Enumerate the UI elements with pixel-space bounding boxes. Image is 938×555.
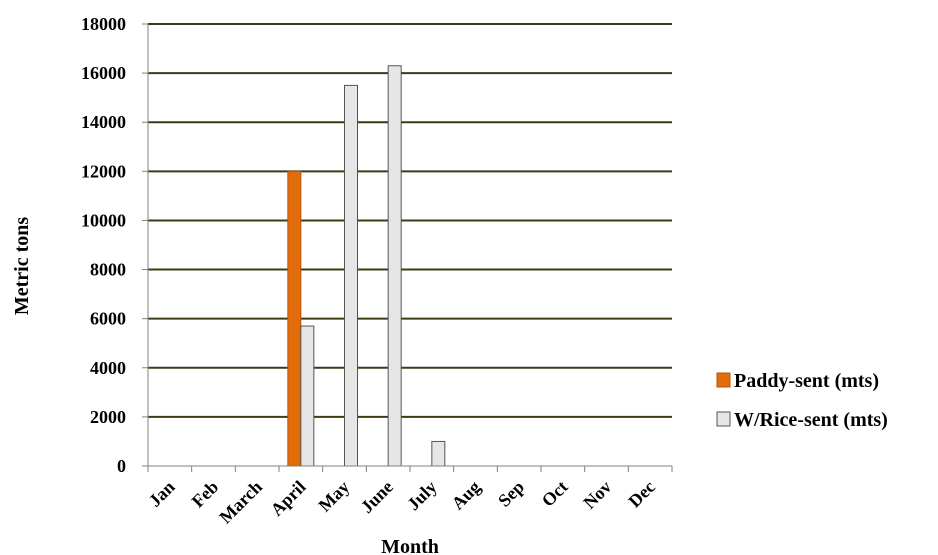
y-axis-title: Metric tons — [11, 217, 33, 316]
x-tick-label: Dec — [624, 477, 659, 512]
x-tick-label: Nov — [579, 477, 615, 513]
x-tick-label: Oct — [538, 477, 572, 511]
x-tick-label: Sep — [494, 477, 528, 511]
bar-wrice-june — [387, 65, 402, 467]
y-tick-label: 0 — [117, 456, 126, 476]
legend-swatch — [716, 372, 731, 388]
y-tick-labels: 0 2000 4000 6000 8000 10000 12000 14000 16000 180… — [81, 14, 126, 476]
x-tick-label: May — [314, 477, 353, 516]
gridlines — [148, 23, 672, 418]
bar-wrice-may — [344, 84, 358, 467]
y-tick-label: 4000 — [90, 358, 126, 378]
x-tick-label: June — [357, 477, 397, 517]
x-tick-label: April — [267, 477, 310, 520]
y-tick-label: 10000 — [81, 210, 126, 230]
y-tick-label: 8000 — [90, 260, 126, 280]
bar-wrice-april — [300, 325, 315, 467]
y-tick-label: 18000 — [81, 14, 126, 34]
legend-label: W/Rice-sent (mts) — [734, 409, 888, 431]
legend-label: Paddy-sent (mts) — [734, 370, 879, 392]
y-tick-label: 2000 — [90, 407, 126, 427]
legend: Paddy-sent (mts) W/Rice-sent (mts) — [716, 370, 888, 431]
y-tick-label: 12000 — [81, 161, 126, 181]
x-tick-label: Feb — [188, 477, 223, 512]
bar-wrice-july — [431, 440, 446, 467]
y-tick-label: 14000 — [81, 112, 126, 132]
bar-paddy-april — [287, 170, 302, 467]
x-tick-label: July — [403, 477, 440, 514]
legend-swatch — [716, 411, 731, 427]
x-tick-label: Aug — [448, 477, 485, 514]
bars — [287, 65, 446, 467]
axes — [142, 23, 673, 472]
x-tick-label: March — [215, 477, 266, 528]
y-tick-label: 16000 — [81, 63, 126, 83]
x-axis-title: Month — [381, 536, 439, 555]
y-tick-label: 6000 — [90, 309, 126, 329]
x-tick-label: Jan — [145, 477, 179, 511]
